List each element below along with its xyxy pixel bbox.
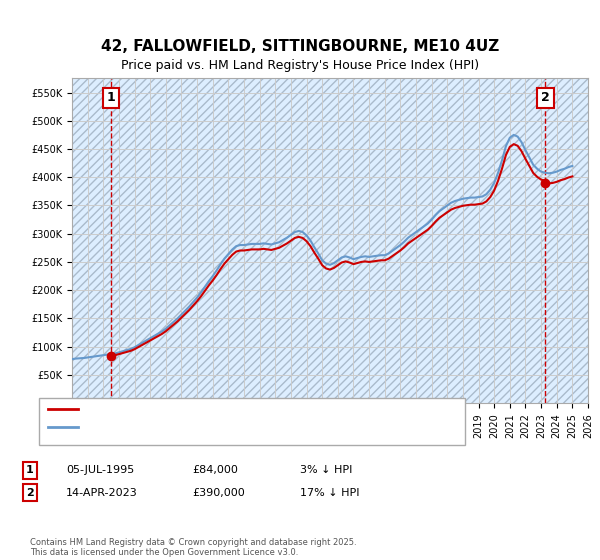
Text: 2: 2 [26, 488, 34, 498]
Text: 3% ↓ HPI: 3% ↓ HPI [300, 465, 352, 475]
Text: HPI: Average price, detached house, Swale: HPI: Average price, detached house, Swal… [84, 418, 308, 428]
Text: 42, FALLOWFIELD, SITTINGBOURNE, ME10 4UZ (detached house): 42, FALLOWFIELD, SITTINGBOURNE, ME10 4UZ… [84, 400, 421, 410]
Text: 1: 1 [26, 465, 34, 475]
Text: 05-JUL-1995: 05-JUL-1995 [66, 465, 134, 475]
Text: 14-APR-2023: 14-APR-2023 [66, 488, 138, 498]
Text: Contains HM Land Registry data © Crown copyright and database right 2025.
This d: Contains HM Land Registry data © Crown c… [30, 538, 356, 557]
Text: 1: 1 [107, 91, 115, 104]
Text: Price paid vs. HM Land Registry's House Price Index (HPI): Price paid vs. HM Land Registry's House … [121, 59, 479, 72]
Text: 17% ↓ HPI: 17% ↓ HPI [300, 488, 359, 498]
Text: £390,000: £390,000 [192, 488, 245, 498]
Text: 42, FALLOWFIELD, SITTINGBOURNE, ME10 4UZ: 42, FALLOWFIELD, SITTINGBOURNE, ME10 4UZ [101, 39, 499, 54]
Text: 2: 2 [541, 91, 550, 104]
Text: £84,000: £84,000 [192, 465, 238, 475]
